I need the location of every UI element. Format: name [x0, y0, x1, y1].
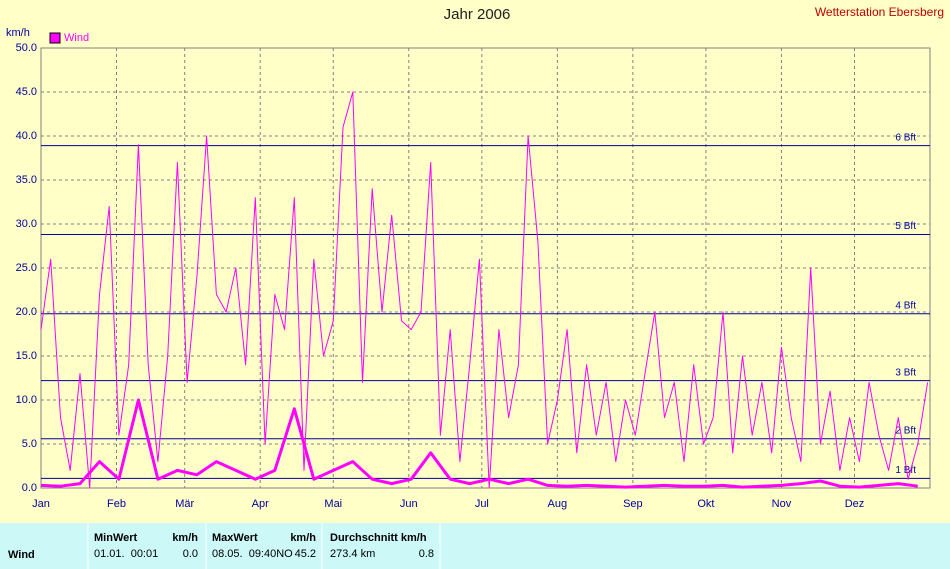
y-tick-label: 0.0: [22, 482, 37, 494]
summary-table: MinWert km/h MaxWert km/h Durchschnitt k…: [8, 523, 441, 569]
y-axis-label: km/h: [6, 27, 30, 39]
x-tick-label: Sep: [623, 498, 643, 510]
y-tick-label: 25.0: [16, 262, 37, 274]
x-tick-label: Aug: [548, 498, 568, 510]
wind-line: [40, 398, 918, 489]
x-tick-label: Okt: [697, 498, 714, 510]
x-tick-label: Mai: [324, 498, 342, 510]
beaufort-label: 2 Bft: [895, 425, 916, 436]
cell: 0.0: [183, 548, 198, 560]
y-tick-label: 50.0: [16, 42, 37, 54]
x-tick-label: Nov: [772, 498, 792, 510]
y-tick-label: 30.0: [16, 218, 37, 230]
x-tick-label: Dez: [845, 498, 865, 510]
chart-title: Jahr 2006: [444, 6, 511, 23]
x-tick-label: Jan: [32, 498, 50, 510]
y-tick-label: 45.0: [16, 86, 37, 98]
beaufort-label: 1 Bft: [895, 465, 916, 476]
column-header: km/h: [290, 532, 316, 544]
beaufort-label: 4 Bft: [895, 300, 916, 311]
y-tick-label: 40.0: [16, 130, 37, 142]
x-tick-label: Jul: [475, 498, 489, 510]
column-header: Durchschnitt km/h: [330, 532, 427, 544]
y-tick-label: 5.0: [22, 438, 37, 450]
cell: 45.2: [295, 548, 316, 560]
table-background: [0, 523, 950, 569]
cell: 0.8: [419, 548, 434, 560]
chart-background: [0, 0, 950, 523]
row-label: Wind: [8, 549, 35, 561]
cell: 08.05. 09:40NO: [212, 548, 293, 560]
legend-label: Wind: [64, 32, 89, 44]
wind-line: [40, 91, 929, 489]
beaufort-label: 3 Bft: [895, 367, 916, 378]
cell: 01.01. 00:01: [94, 548, 158, 560]
column-header: km/h: [172, 532, 198, 544]
y-tick-label: 10.0: [16, 394, 37, 406]
y-tick-label: 35.0: [16, 174, 37, 186]
cell: 273.4 km: [330, 548, 375, 560]
legend-swatch: [49, 32, 61, 44]
x-tick-label: Jun: [400, 498, 418, 510]
station-name: Wetterstation Ebersberg: [815, 5, 944, 19]
beaufort-label: 5 Bft: [895, 221, 916, 232]
y-tick-label: 15.0: [16, 350, 37, 362]
y-tick-label: 20.0: [16, 306, 37, 318]
x-tick-label: Apr: [252, 498, 269, 510]
column-header: MinWert: [94, 532, 138, 544]
x-tick-label: Mär: [175, 498, 194, 510]
x-tick-label: Feb: [107, 498, 126, 510]
beaufort-label: 6 Bft: [895, 132, 916, 143]
column-header: MaxWert: [212, 532, 258, 544]
